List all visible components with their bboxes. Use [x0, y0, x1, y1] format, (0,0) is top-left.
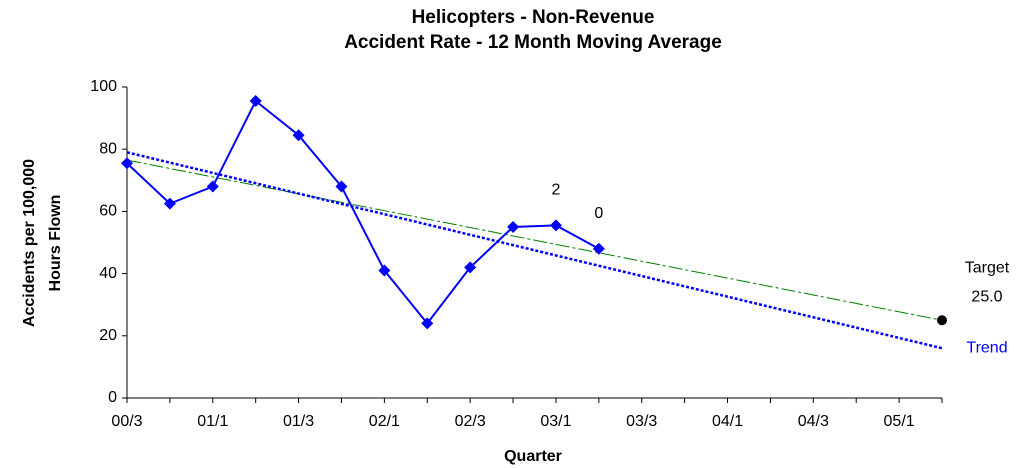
chart-title: Helicopters - Non-Revenue: [412, 7, 655, 28]
x-tick-label: 01/3: [283, 413, 314, 430]
x-tick-label: 04/3: [798, 413, 829, 430]
y-axis-title: Accidents per 100,000: [21, 159, 38, 327]
y-tick-label: 80: [99, 140, 117, 157]
x-tick-label: 05/1: [884, 413, 915, 430]
y-tick-label: 20: [99, 327, 117, 344]
x-axis-title: Quarter: [504, 448, 562, 465]
chart-subtitle: Accident Rate - 12 Month Moving Average: [344, 32, 722, 53]
target-line: [126, 159, 943, 321]
marker: [464, 261, 477, 274]
x-tick-label: 02/1: [369, 413, 400, 430]
target-value-label: 25.0: [971, 288, 1002, 305]
point-annotation: 0: [594, 205, 603, 222]
target-label: Target: [965, 259, 1010, 276]
x-tick-label: 00/3: [111, 413, 142, 430]
marker: [292, 129, 305, 142]
y-tick-label: 100: [90, 78, 117, 95]
trend-line: [126, 151, 943, 350]
series-line: [126, 99, 600, 325]
trend-label: Trend: [966, 339, 1007, 356]
marker: [549, 219, 562, 232]
marker: [507, 220, 520, 233]
y-axis-title: Hours Flown: [47, 195, 64, 292]
marker: [206, 180, 219, 193]
marker: [335, 180, 348, 193]
y-tick-label: 60: [99, 203, 117, 220]
x-tick-label: 03/1: [540, 413, 571, 430]
marker: [592, 242, 605, 255]
marker: [121, 157, 133, 170]
x-tick-label: 04/1: [712, 413, 743, 430]
x-tick-label: 03/3: [626, 413, 657, 430]
x-tick-label: 01/1: [197, 413, 228, 430]
y-tick-label: 0: [108, 389, 117, 406]
marker: [249, 94, 262, 107]
marker: [378, 264, 391, 277]
x-tick-label: 02/3: [455, 413, 486, 430]
target-point: [937, 315, 947, 326]
marker: [163, 197, 176, 210]
y-tick-label: 40: [99, 265, 117, 282]
point-annotation: 2: [551, 182, 560, 199]
marker: [421, 317, 434, 330]
